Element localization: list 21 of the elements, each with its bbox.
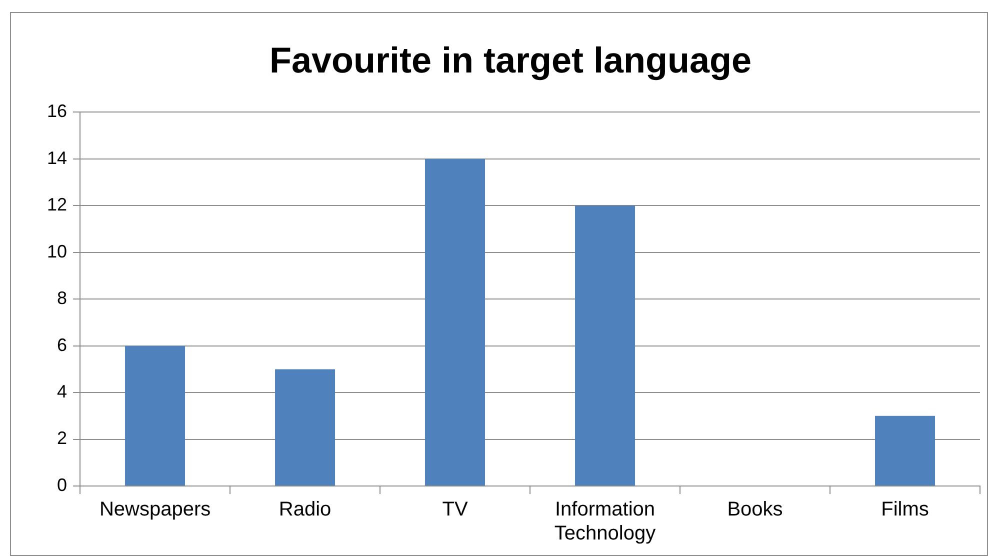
bar — [425, 158, 486, 486]
y-tick-label: 4 — [57, 382, 68, 402]
chart-title: Favourite in target language — [269, 40, 752, 81]
y-tick-label: 16 — [46, 101, 68, 122]
y-tick-label: 14 — [46, 148, 68, 168]
bar — [875, 416, 935, 486]
y-tick-label: 0 — [57, 474, 68, 495]
x-tick-label: Radio — [278, 498, 332, 521]
bar — [275, 369, 336, 486]
x-tick-label: TV — [442, 498, 468, 521]
y-tick-label: 8 — [57, 288, 68, 308]
y-tick-label: 6 — [57, 334, 68, 355]
y-tick-label: 12 — [46, 194, 68, 215]
x-tick-label: Newspapers — [99, 498, 211, 521]
bar — [575, 206, 636, 486]
x-tick-label: Books — [727, 498, 783, 521]
x-tick-label: Information Technology — [554, 498, 656, 545]
y-tick-label: 10 — [46, 241, 68, 262]
bar — [125, 346, 186, 486]
x-tick-label: Films — [881, 498, 929, 521]
y-tick-label: 2 — [57, 428, 68, 448]
